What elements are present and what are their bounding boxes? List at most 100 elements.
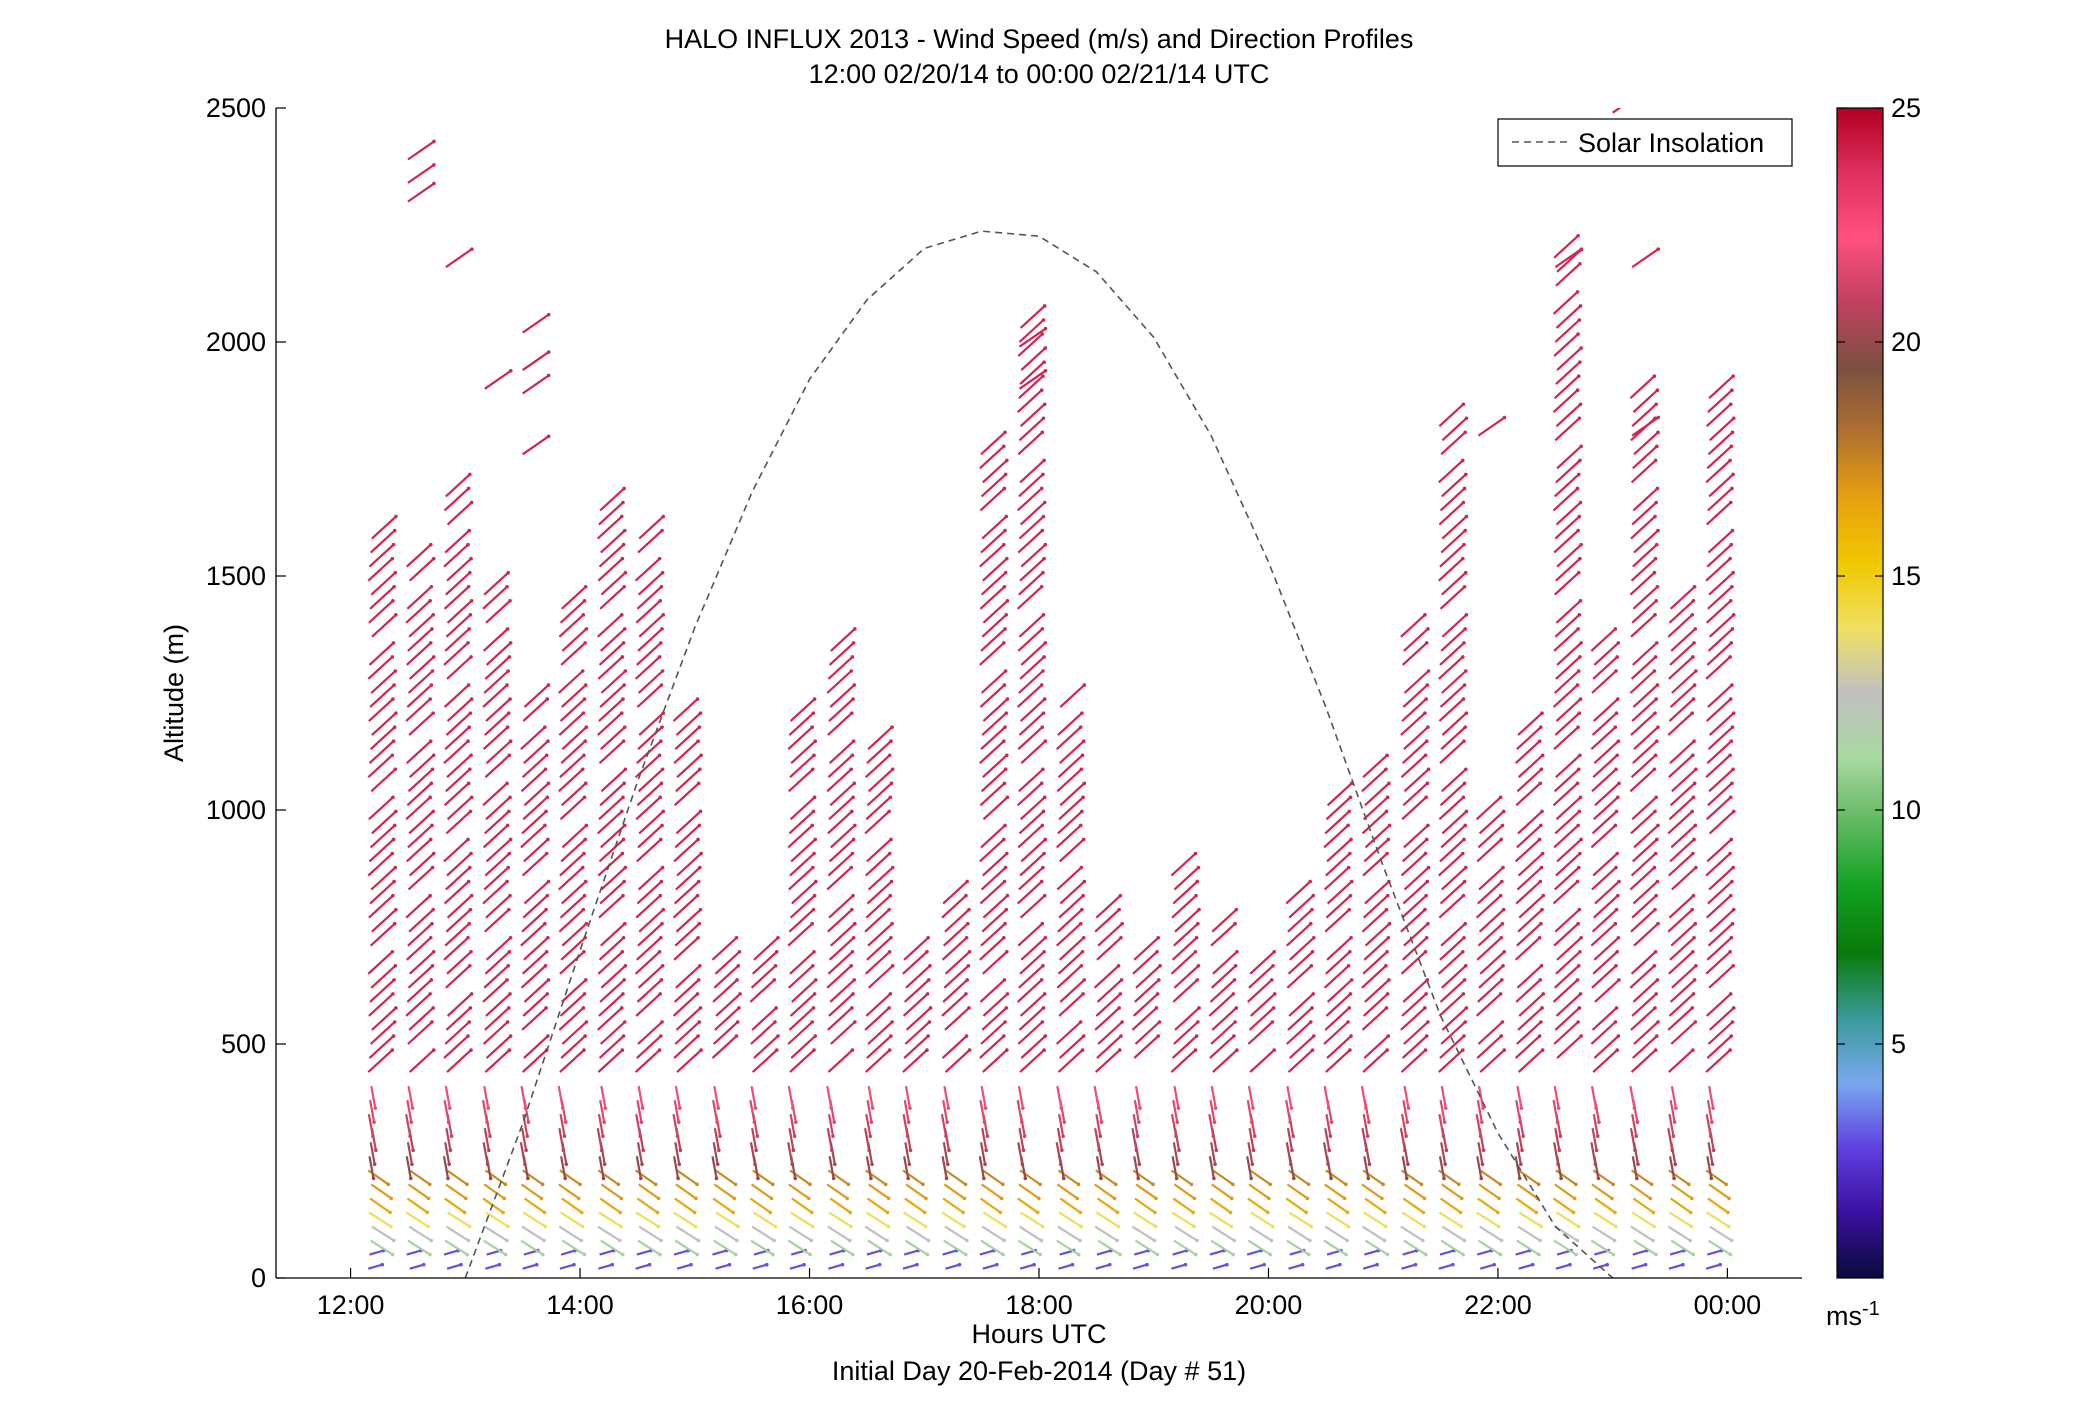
wind-barb-tip: [1040, 627, 1045, 631]
wind-barb: [828, 1156, 835, 1179]
wind-barb: [1212, 1263, 1228, 1270]
wind-barb-tip: [393, 570, 398, 575]
wind-barb: [1097, 922, 1123, 947]
wind-barb-tip: [465, 1182, 469, 1187]
wind-barb: [634, 656, 661, 680]
wind-barb: [484, 656, 511, 680]
wind-barb-tip: [676, 1120, 681, 1124]
wind-barb: [367, 1049, 394, 1073]
wind-barb-tip: [1271, 1006, 1276, 1010]
wind-barb-tip: [534, 1262, 539, 1267]
wind-barb: [1555, 1263, 1571, 1270]
wind-barb: [715, 993, 741, 1017]
wind-barb-tip: [1081, 992, 1085, 996]
wind-barb: [982, 1211, 1007, 1228]
wind-barb-tip: [1231, 1252, 1235, 1257]
wind-barb: [483, 1128, 490, 1151]
wind-barb-tip: [696, 781, 701, 786]
wind-barb-tip: [1579, 641, 1583, 645]
wind-barb: [1553, 1239, 1577, 1256]
wind-barb: [1478, 908, 1505, 933]
wind-barb: [484, 852, 511, 877]
wind-barb: [1439, 936, 1465, 961]
wind-barb-tip: [1540, 1006, 1544, 1010]
wind-barb: [1018, 965, 1044, 989]
wind-barb-tip: [848, 1210, 853, 1215]
wind-barb-tip: [428, 697, 432, 701]
wind-barb: [674, 1085, 681, 1109]
wind-barb: [1017, 1085, 1024, 1109]
wind-barb-tip: [430, 823, 434, 828]
wind-barb: [1707, 880, 1733, 905]
wind-barb: [485, 1263, 500, 1270]
wind-barb-tip: [428, 893, 432, 898]
wind-barb-tip: [1579, 346, 1583, 350]
wind-barb: [1019, 950, 1045, 975]
wind-barb-tip: [1022, 1134, 1027, 1138]
wind-barb: [1286, 922, 1312, 947]
wind-barb: [1475, 894, 1502, 919]
wind-barb: [1708, 908, 1735, 933]
wind-barb: [1210, 1085, 1217, 1109]
wind-barb: [750, 1021, 776, 1045]
wind-barb-tip: [1463, 823, 1467, 828]
wind-barb-tip: [1404, 1134, 1408, 1138]
wind-barb-tip: [812, 1048, 816, 1052]
wind-barb: [484, 754, 511, 779]
wind-barb: [1403, 824, 1429, 849]
wind-barb: [1629, 670, 1656, 694]
wind-barb-tip: [1268, 1252, 1273, 1257]
wind-barb-tip: [1251, 1106, 1255, 1110]
wind-barb-tip: [677, 1162, 682, 1167]
wind-barb: [979, 1249, 995, 1256]
wind-barb: [675, 965, 701, 989]
wind-barb-tip: [543, 1224, 548, 1229]
wind-barb: [866, 740, 892, 765]
wind-barb-tip: [1577, 1006, 1582, 1010]
wind-barb-tip: [1656, 725, 1660, 729]
wind-barb: [865, 993, 892, 1017]
wind-barb-tip: [813, 837, 818, 842]
wind-barb: [446, 754, 472, 779]
wind-barb: [600, 824, 626, 849]
wind-barb-tip: [692, 1210, 697, 1215]
wind-barb: [445, 1183, 467, 1200]
wind-barb-tip: [1730, 683, 1734, 687]
wind-barb: [749, 1142, 757, 1165]
wind-barb-tip: [1517, 1176, 1522, 1181]
wind-barb: [522, 435, 550, 456]
wind-barb: [598, 936, 625, 961]
wind-barb-tip: [1576, 233, 1580, 238]
wind-barb: [1517, 1225, 1541, 1242]
wind-barb: [675, 810, 702, 835]
wind-barb: [1059, 1249, 1075, 1256]
wind-barb: [943, 1183, 965, 1200]
wind-barb: [635, 1263, 650, 1270]
wind-barb-tip: [1002, 641, 1006, 645]
wind-barb: [1133, 936, 1159, 961]
wind-barb: [752, 1263, 768, 1270]
wind-barb: [598, 1211, 622, 1228]
wind-barb-tip: [488, 1176, 493, 1181]
wind-barb: [866, 1249, 882, 1256]
wind-barb-tip: [1308, 1020, 1313, 1024]
wind-barb: [1705, 1114, 1712, 1137]
wind-barb: [1633, 1021, 1659, 1045]
wind-barb: [1208, 1114, 1215, 1137]
wind-barb: [1288, 1263, 1303, 1270]
wind-barb: [787, 1239, 811, 1256]
wind-barb: [1668, 894, 1695, 919]
wind-barb-tip: [1690, 711, 1695, 715]
wind-barb: [982, 1263, 998, 1270]
wind-barb-tip: [1424, 697, 1428, 701]
wind-barb-tip: [619, 809, 624, 814]
wind-barb-tip: [390, 1048, 395, 1052]
wind-barb: [484, 1225, 508, 1242]
wind-barb: [597, 557, 624, 582]
wind-barb: [561, 585, 587, 610]
wind-barb-tip: [906, 1120, 911, 1124]
wind-barb-tip: [1654, 837, 1659, 842]
wind-barb-tip: [660, 570, 665, 575]
wind-barb-tip: [1386, 1034, 1391, 1038]
wind-barb: [712, 1197, 734, 1214]
